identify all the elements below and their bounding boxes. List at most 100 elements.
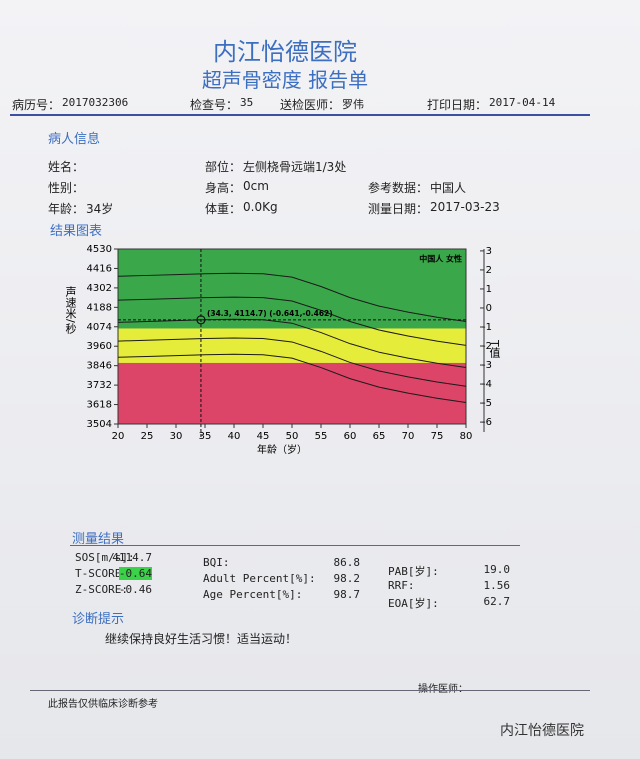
x-tick-label: 55: [315, 431, 328, 442]
y-tick-label: 4074: [87, 322, 112, 333]
y-tick-label: 4188: [87, 302, 112, 313]
field-value: 2017-03-23: [430, 200, 500, 214]
divider: [70, 545, 520, 546]
reference-curve: [117, 353, 467, 404]
info-value: 2017-04-14: [489, 96, 556, 109]
field-value: 34岁: [86, 202, 114, 216]
y2-tick-label: 1: [486, 284, 492, 295]
y2-tick-label: -1: [482, 322, 492, 333]
field-label: 年龄：: [48, 202, 85, 216]
info-value: 2017032306: [62, 96, 129, 109]
subtitle: 超声骨密度 报告单: [201, 68, 369, 92]
y2-tick-label: 3: [486, 246, 492, 257]
y-tick-label: 3504: [87, 419, 112, 430]
section-heading: 结果图表: [50, 224, 103, 239]
field-value: 0cm: [243, 179, 269, 193]
zone: [118, 362, 466, 424]
result-value: -0.46: [118, 583, 152, 596]
field-label: 性别：: [48, 181, 85, 195]
x-tick-label: 70: [402, 431, 415, 442]
x-tick-label: 25: [141, 431, 154, 442]
y2-tick-label: -6: [482, 417, 492, 428]
y2-tick-label: -4: [482, 379, 492, 390]
result-value: 98.7: [333, 588, 361, 601]
result-value: 62.7: [483, 595, 511, 608]
field-label: 参考数据：: [368, 181, 429, 195]
y-tick-label: 4302: [87, 283, 112, 294]
y2-tick-label: 0: [486, 303, 492, 314]
field-label: 姓名：: [48, 160, 85, 174]
x-tick-label: 80: [460, 431, 473, 442]
info-label: 病历号：: [12, 98, 61, 112]
field-value: 0.0Kg: [243, 200, 278, 214]
y2-tick-label: -3: [482, 360, 492, 371]
x-tick-label: 60: [344, 431, 357, 442]
chart: 3504361837323846396040744188430244164530…: [64, 244, 501, 456]
x-tick-label: 75: [431, 431, 444, 442]
result-label: Adult Percent[%]:: [203, 572, 316, 585]
x-tick-label: 20: [112, 431, 125, 442]
y-tick-label: 3846: [87, 361, 112, 372]
y2-tick-label: -5: [482, 398, 492, 409]
result-label: BQI:: [203, 556, 230, 569]
result-value: 19.0: [483, 563, 511, 576]
field-value: 左侧桡骨远端1/3处: [243, 160, 347, 174]
x-tick-label: 35: [199, 431, 212, 442]
y2-axis-label: T值: [488, 339, 501, 358]
info-label: 送检医师：: [280, 98, 341, 112]
result-label: RRF:: [388, 579, 415, 592]
y-tick-label: 3618: [87, 400, 112, 411]
operator: 操作医师：: [418, 684, 468, 695]
point-label: (34.3, 4114.7) (-0.641,-0.462): [207, 309, 333, 318]
section-heading: 病人信息: [48, 132, 101, 147]
reference-curve: [117, 272, 467, 322]
data-point: [196, 315, 206, 325]
result-value: 86.8: [333, 556, 361, 569]
info-label: 检查号：: [190, 98, 239, 112]
field-label: 部位：: [205, 160, 242, 174]
info-value: 35: [240, 96, 254, 109]
x-tick-label: 30: [170, 431, 183, 442]
footer: 此报告仅供临床诊断参考: [48, 699, 158, 710]
info-value: 罗伟: [342, 98, 364, 111]
zone: [118, 249, 466, 329]
result-label: PAB[岁]:: [388, 565, 439, 578]
x-axis-label: 年龄（岁）: [257, 443, 307, 456]
y2-tick-label: 2: [486, 265, 492, 276]
result-label: Z-SCORE:: [75, 583, 128, 596]
y2-tick-label: -2: [482, 341, 492, 352]
result-label: SOS[m/s]:: [75, 551, 135, 564]
title: 内江怡德医院: [213, 38, 357, 66]
x-tick-label: 45: [257, 431, 270, 442]
result-label: EOA[岁]:: [388, 597, 439, 610]
info-label: 打印日期：: [427, 98, 488, 112]
result-value: -0.64: [118, 567, 152, 580]
result-value: 98.2: [333, 572, 361, 585]
section-heading: 诊断提示: [72, 612, 125, 627]
x-tick-label: 50: [286, 431, 299, 442]
y-tick-label: 3960: [87, 341, 112, 352]
y-axis-label: 声速米/秒: [64, 285, 77, 334]
diagnosis-text: 继续保持良好生活习惯！适当运动！: [105, 632, 298, 646]
y-tick-label: 3732: [87, 380, 112, 391]
zone: [118, 328, 466, 363]
field-value: 中国人: [430, 181, 467, 195]
field-label: 身高：: [205, 181, 242, 195]
divider: [10, 114, 590, 116]
reference-curve: [117, 337, 467, 387]
y-tick-label: 4530: [87, 244, 112, 255]
watermark: 内江怡德医院: [500, 723, 584, 739]
legend: 中国人 女性: [419, 254, 462, 264]
result-label: T-SCORE:: [75, 567, 128, 580]
section-heading: 测量结果: [72, 532, 125, 547]
result-label: Age Percent[%]:: [203, 588, 303, 601]
x-tick-label: 65: [373, 431, 386, 442]
reference-curve: [117, 318, 467, 369]
field-label: 体重：: [205, 202, 242, 216]
divider: [30, 690, 590, 691]
x-tick-label: 40: [228, 431, 241, 442]
field-label: 测量日期：: [368, 202, 429, 216]
y-tick-label: 4416: [87, 263, 112, 274]
reference-curve: [117, 296, 467, 346]
